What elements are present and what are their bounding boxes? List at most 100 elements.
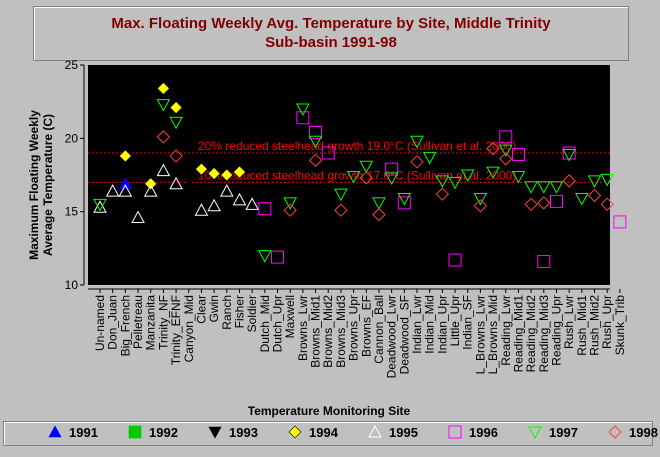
data-point-1997 (410, 135, 424, 149)
data-point-1996 (537, 255, 551, 269)
data-point-1997 (498, 144, 513, 158)
data-point-1994 (118, 149, 132, 163)
x-tick-label: Un-named (93, 295, 107, 351)
x-tick-label: Indian_Lwr (410, 295, 424, 354)
x-tick-label: Browns_Mid3 (334, 295, 348, 368)
data-point-1995 (118, 184, 133, 197)
data-point-1997 (156, 99, 171, 112)
data-point-1997 (600, 173, 615, 187)
data-point-1997 (587, 175, 602, 188)
legend-label: 1995 (389, 425, 418, 440)
x-tick-label: Trinity_NF (156, 295, 170, 350)
data-point-1997 (346, 170, 361, 184)
legend-label: 1993 (229, 425, 258, 440)
data-point-1997 (562, 148, 577, 162)
x-tick-label: Reading_Lwr (499, 295, 513, 366)
data-point-1997 (372, 197, 386, 210)
data-point-1996 (397, 196, 411, 210)
data-point-1994 (144, 177, 158, 191)
y-tick-label: 25 (65, 58, 79, 72)
data-point-1996 (321, 146, 335, 160)
legend-marker-1994 (288, 425, 302, 439)
data-point-1997 (422, 151, 437, 165)
data-point-1997 (93, 198, 107, 212)
data-point-1995 (245, 197, 260, 210)
legend-item-1998: 1998 (608, 425, 658, 440)
data-point-1996 (562, 146, 576, 160)
x-tick-label: Dutch_Mid (258, 295, 272, 352)
x-tick-label: Reading_Mid3 (537, 295, 551, 373)
x-tick-label: Don_Juan (106, 295, 120, 350)
data-point-1998 (587, 188, 602, 203)
x-tick-label: Reading_Mid2 (524, 295, 538, 373)
data-point-1996 (258, 202, 272, 216)
legend-marker-1992 (128, 425, 142, 439)
data-point-1997 (296, 103, 310, 117)
data-point-1997 (384, 172, 399, 185)
x-axis-label: Temperature Monitoring Site (248, 404, 411, 418)
x-tick-label: Deadwood_SF (397, 295, 411, 374)
legend-marker-1995 (368, 424, 382, 438)
data-point-1998 (410, 155, 424, 169)
x-tick-label: Ranch (220, 295, 234, 330)
x-tick-label: Browns_EF (359, 295, 373, 357)
x-tick-label: Cannon_Ball (372, 295, 386, 364)
y-tick-label: 20 (65, 131, 79, 145)
data-point-1998 (372, 207, 386, 222)
legend-label: 1996 (469, 425, 498, 440)
legend-marker-1993 (208, 426, 222, 439)
x-tick-label: Fisher (232, 295, 246, 328)
x-tick-label: Browns_Mid2 (321, 295, 335, 368)
data-point-1994 (220, 168, 234, 182)
x-tick-label: Rush_Mid1 (575, 295, 589, 356)
x-tick-label: Gwin (207, 295, 221, 322)
legend-marker-1991 (48, 425, 62, 438)
legend-item-1996: 1996 (448, 425, 498, 440)
data-point-1995 (156, 163, 171, 177)
data-point-1994 (233, 165, 246, 179)
legend-label: 1994 (309, 425, 339, 440)
x-tick-label: Reading_Mid1 (511, 295, 525, 373)
data-point-1995 (219, 184, 234, 197)
data-point-1998 (156, 130, 171, 144)
data-point-1996 (385, 162, 399, 176)
title-box: Max. Floating Weekly Avg. Temperature by… (33, 6, 629, 61)
legend-item-1992: 1992 (128, 425, 178, 440)
data-point-1997 (460, 169, 475, 183)
data-point-1995 (143, 184, 158, 197)
data-point-1996 (613, 215, 627, 229)
legend-label: 1992 (149, 425, 178, 440)
data-point-1998 (600, 197, 614, 212)
data-point-1997 (334, 188, 348, 202)
data-point-1993 (169, 168, 183, 181)
data-point-1996 (511, 147, 525, 161)
data-point-1997 (308, 135, 323, 149)
legend-item-1995: 1995 (368, 424, 418, 440)
data-point-1998 (486, 141, 500, 156)
x-tick-label: Soldier (245, 295, 259, 332)
data-point-1997 (574, 192, 589, 206)
data-point-1996 (309, 125, 323, 139)
data-point-1996 (499, 130, 513, 144)
reference-line-label: 20% reduced steelhead growth 19.0°C (Sul… (198, 139, 516, 153)
data-point-1994 (169, 101, 183, 114)
legend-label: 1997 (549, 425, 578, 440)
data-point-1994 (156, 82, 170, 95)
data-point-1998 (283, 203, 297, 217)
y-axis-label: Maximum Floating Weekly (27, 110, 41, 260)
data-point-1998 (562, 174, 576, 188)
data-point-1995 (105, 184, 120, 197)
data-point-1995 (194, 203, 209, 216)
data-point-1997 (257, 250, 272, 263)
data-point-1997 (473, 192, 488, 206)
data-point-1997 (536, 181, 551, 194)
x-tick-label: Browns_Mid1 (309, 295, 323, 368)
data-point-1997 (435, 175, 450, 188)
x-tick-label: Deadwood_Lwr (385, 295, 399, 378)
x-tick-label: Browns_Upr (347, 295, 361, 361)
data-point-1998 (308, 153, 323, 168)
legend-marker-1997 (528, 426, 542, 440)
x-tick-label: Rush_Mid2 (588, 295, 602, 356)
x-tick-label: Trinity_EFNF (169, 295, 183, 365)
legend-item-1993: 1993 (208, 425, 258, 440)
